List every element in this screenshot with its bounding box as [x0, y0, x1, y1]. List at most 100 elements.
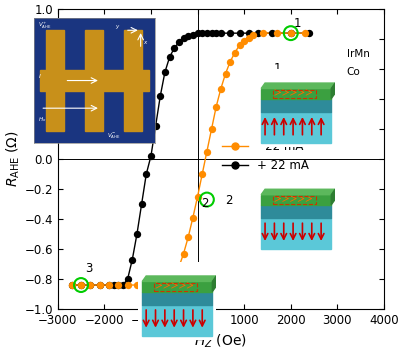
- Text: $V^-_{\rm AHE}$: $V^-_{\rm AHE}$: [107, 131, 120, 141]
- Text: 3: 3: [151, 262, 158, 275]
- Polygon shape: [261, 83, 335, 88]
- Point: [129, 257, 135, 262]
- Point: [125, 276, 131, 282]
- Point: [106, 282, 112, 288]
- Point: [78, 282, 84, 288]
- Bar: [154, 283, 197, 291]
- Polygon shape: [261, 88, 331, 99]
- Point: [232, 50, 238, 56]
- Text: 1: 1: [293, 17, 301, 30]
- Point: [194, 194, 201, 199]
- Text: 1: 1: [274, 62, 282, 75]
- Point: [171, 273, 177, 279]
- Point: [255, 30, 262, 36]
- Point: [213, 104, 219, 109]
- Polygon shape: [261, 195, 331, 205]
- Point: [152, 123, 159, 129]
- Point: [171, 45, 177, 51]
- Point: [194, 30, 201, 36]
- Point: [199, 171, 206, 177]
- Point: [306, 30, 313, 36]
- Polygon shape: [142, 276, 216, 281]
- Point: [106, 282, 112, 288]
- Polygon shape: [261, 205, 331, 218]
- Point: [78, 282, 84, 288]
- Polygon shape: [142, 292, 212, 305]
- Point: [143, 282, 150, 288]
- Point: [166, 54, 173, 60]
- Y-axis label: $\it{R}_{\rm AHE}$ ($\Omega$): $\it{R}_{\rm AHE}$ ($\Omega$): [4, 131, 22, 188]
- Text: Co: Co: [347, 67, 360, 77]
- Point: [288, 30, 294, 36]
- Point: [181, 35, 187, 40]
- Text: $V^+_{\rm AHE}$: $V^+_{\rm AHE}$: [38, 21, 51, 31]
- Point: [138, 201, 145, 207]
- Point: [176, 39, 182, 45]
- Point: [125, 282, 131, 288]
- Point: [134, 282, 140, 288]
- Polygon shape: [142, 281, 212, 292]
- Legend: - 22 mA, + 22 mA: - 22 mA, + 22 mA: [217, 135, 314, 176]
- Point: [96, 282, 103, 288]
- Polygon shape: [212, 276, 216, 292]
- Polygon shape: [142, 305, 212, 336]
- Bar: [273, 90, 316, 98]
- Point: [204, 197, 210, 202]
- Polygon shape: [261, 99, 331, 112]
- Point: [115, 282, 122, 288]
- Polygon shape: [261, 218, 331, 249]
- Point: [288, 30, 294, 36]
- Point: [204, 30, 210, 36]
- Point: [185, 33, 191, 39]
- Point: [204, 149, 210, 154]
- Point: [143, 171, 150, 177]
- Text: $y$: $y$: [115, 23, 121, 31]
- Point: [181, 251, 187, 256]
- Point: [166, 279, 173, 285]
- Point: [69, 282, 75, 288]
- Point: [162, 282, 168, 288]
- Polygon shape: [261, 112, 331, 143]
- Point: [260, 30, 266, 36]
- Point: [115, 282, 122, 288]
- Point: [78, 282, 84, 288]
- Polygon shape: [331, 189, 335, 205]
- Text: $H_x$: $H_x$: [38, 115, 46, 124]
- Point: [241, 38, 247, 44]
- Polygon shape: [331, 83, 335, 99]
- Text: $x$: $x$: [143, 39, 148, 46]
- Point: [190, 32, 196, 38]
- Point: [120, 282, 126, 288]
- Point: [218, 30, 224, 36]
- Text: 2: 2: [226, 194, 233, 207]
- Bar: [40, 70, 149, 91]
- Point: [288, 30, 294, 36]
- Text: 2: 2: [201, 197, 208, 210]
- Point: [152, 282, 159, 288]
- Point: [227, 59, 233, 64]
- Point: [87, 282, 93, 288]
- Point: [274, 30, 280, 36]
- Point: [148, 153, 154, 159]
- Bar: [124, 30, 142, 131]
- Point: [185, 234, 191, 240]
- Bar: [273, 196, 316, 204]
- Point: [162, 69, 168, 75]
- Point: [208, 126, 215, 132]
- Point: [227, 30, 233, 36]
- Point: [96, 282, 103, 288]
- Polygon shape: [261, 189, 335, 195]
- Point: [236, 30, 243, 36]
- Point: [134, 231, 140, 237]
- Point: [245, 35, 252, 40]
- Point: [69, 282, 75, 288]
- Point: [157, 93, 164, 99]
- Point: [250, 32, 257, 38]
- Point: [199, 30, 206, 36]
- Point: [218, 86, 224, 91]
- Point: [176, 264, 182, 270]
- Point: [110, 282, 117, 288]
- Point: [213, 30, 219, 36]
- Point: [87, 282, 93, 288]
- Bar: [46, 30, 64, 131]
